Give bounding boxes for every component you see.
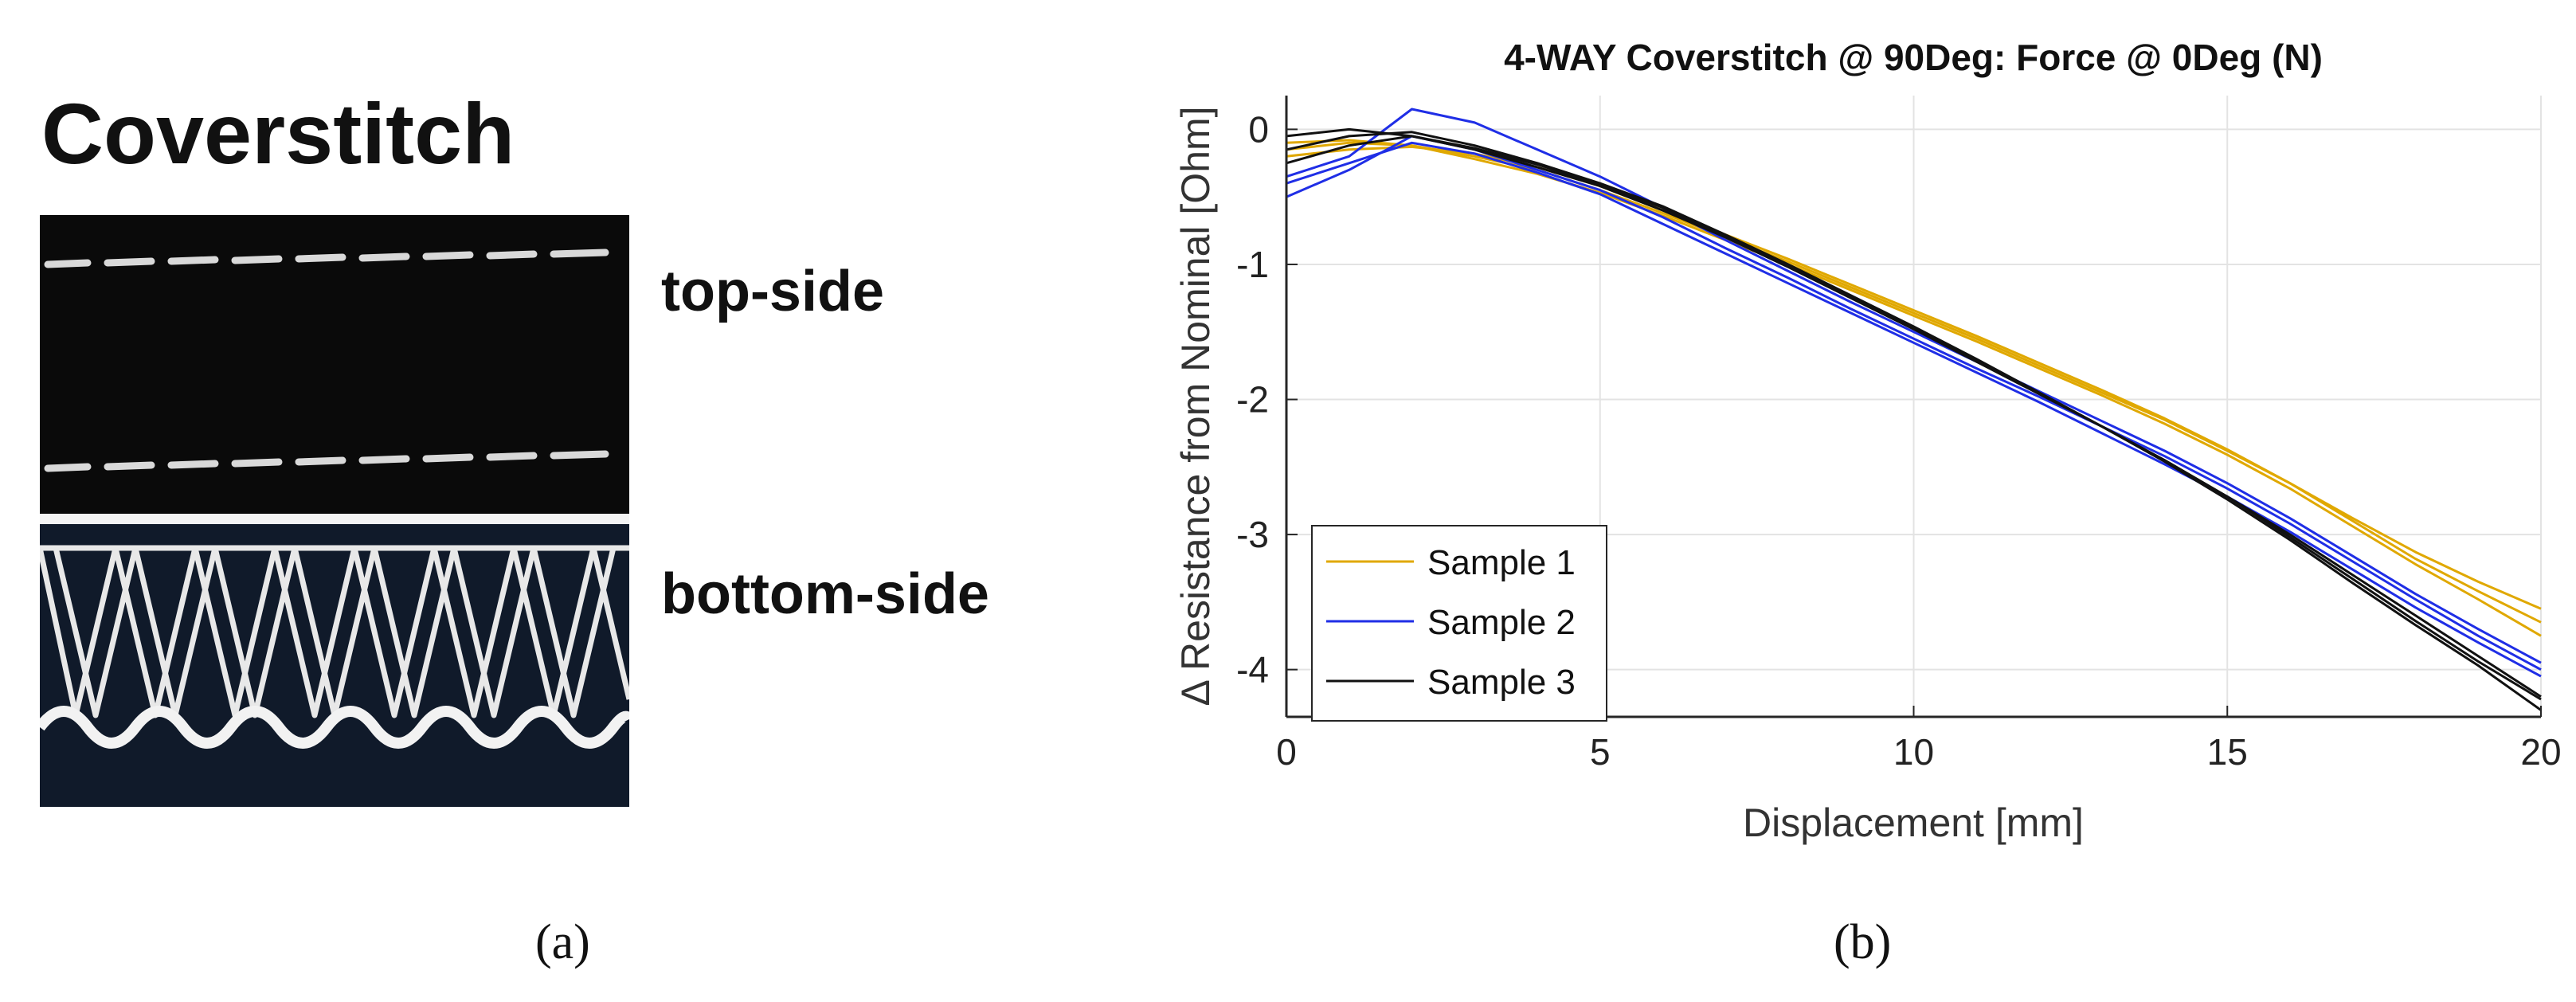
legend-label-sample-2: Sample 2 xyxy=(1427,603,1576,642)
y-axis-label: Δ Resistance from Nominal [Ohm] xyxy=(1173,106,1218,706)
x-tick-label-1: 5 xyxy=(1590,731,1611,773)
x-tick-label-2: 10 xyxy=(1893,731,1934,773)
photo-divider xyxy=(40,514,629,524)
top-side-label: top-side xyxy=(661,260,884,323)
bottom-side-stitch-photo xyxy=(40,524,629,807)
series-line-sample-3-run-2 xyxy=(1286,131,2542,711)
top-side-stitch-photo xyxy=(40,215,629,514)
x-tick-label-4: 20 xyxy=(2520,731,2561,773)
y-tick-label-1: -1 xyxy=(1236,244,1269,285)
tick-labels: 0 5 10 15 20 0 -1 -2 -3 -4 xyxy=(1236,108,2561,773)
resistance-displacement-chart: 0 5 10 15 20 0 -1 -2 -3 -4 4-WAY Coverstitch @ 90… xyxy=(1173,37,2562,845)
y-tick-label-0: 0 xyxy=(1248,108,1269,150)
y-tick-label-4: -4 xyxy=(1236,649,1269,691)
panel-a-caption: (a) xyxy=(535,915,590,969)
chart-title: 4-WAY Coverstitch @ 90Deg: Force @ 0Deg … xyxy=(1504,37,2323,78)
x-axis-label: Displacement [mm] xyxy=(1743,800,2084,845)
legend-box xyxy=(1311,525,1607,722)
series-line-sample-3-run-3 xyxy=(1286,135,2542,701)
panel-b-caption: (b) xyxy=(1834,915,1892,969)
photo-heading: Coverstitch xyxy=(41,85,515,182)
y-tick-label-2: -2 xyxy=(1236,379,1269,421)
series-line-sample-2-run-3 xyxy=(1286,141,2542,678)
x-tick-label-3: 15 xyxy=(2207,731,2248,773)
legend: Sample 1 Sample 2 Sample 3 xyxy=(1311,525,1607,722)
data-lines xyxy=(1286,108,2542,711)
top-side-stitch-lines xyxy=(44,249,609,472)
bottom-side-label: bottom-side xyxy=(661,562,989,626)
bottom-side-stitch-loops xyxy=(40,545,629,749)
panel-b-chart: 0 5 10 15 20 0 -1 -2 -3 -4 4-WAY Coverstitch @ 90… xyxy=(1115,0,2576,998)
series-line-sample-1-run-2 xyxy=(1286,145,2542,624)
y-tick-label-3: -3 xyxy=(1236,514,1269,555)
legend-label-sample-3: Sample 3 xyxy=(1427,663,1576,702)
series-line-sample-2-run-1 xyxy=(1286,108,2542,664)
panel-a-photo: Coverstitch xyxy=(0,0,1115,998)
series-line-sample-1-run-3 xyxy=(1286,139,2542,637)
x-tick-label-0: 0 xyxy=(1276,731,1297,773)
legend-label-sample-1: Sample 1 xyxy=(1427,543,1576,582)
